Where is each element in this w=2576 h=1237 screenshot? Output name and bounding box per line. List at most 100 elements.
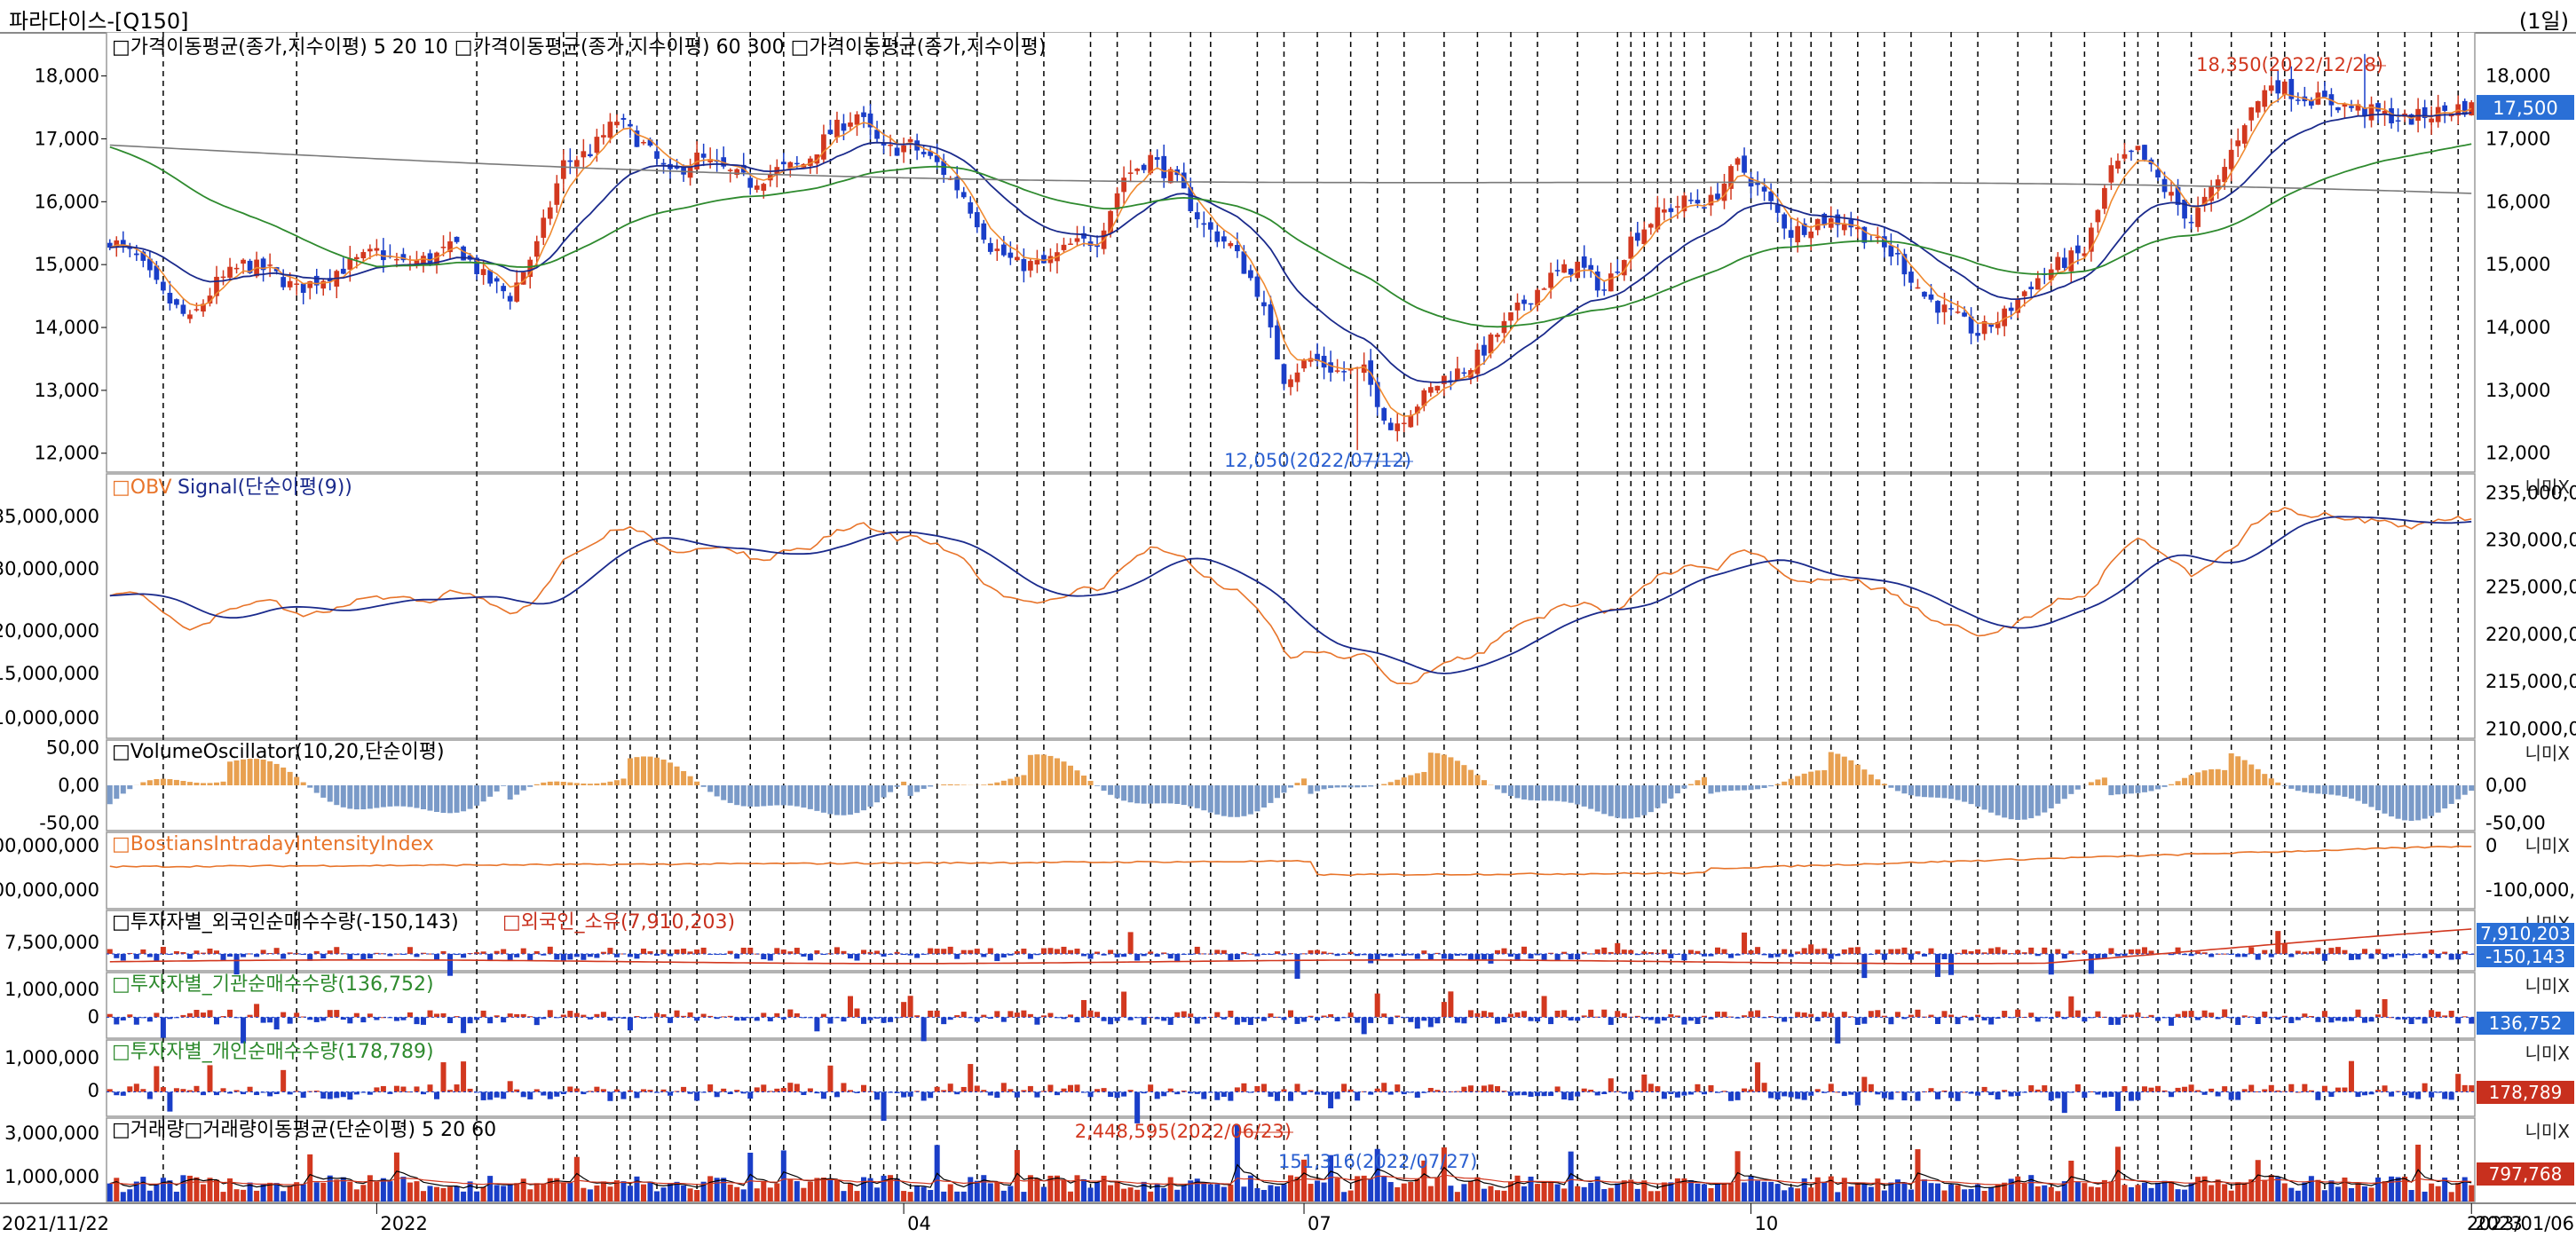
investor-bar [1868,1083,1874,1092]
investor-bar [1441,1002,1447,1018]
investor-bar [954,1091,960,1095]
investor-bar [1414,953,1420,959]
volume-bar [1127,1187,1134,1202]
investor-bar [861,949,867,954]
investor-bar [2148,1087,2154,1092]
investor-bar [414,1017,420,1025]
stock-chart[interactable]: 니미X니미X니미X니미X니미X니미X니미X18,00017,00016,0001… [0,32,2576,1237]
volume-bar [1908,1189,1914,1202]
investor-bar [954,953,960,959]
vo-bar [114,785,120,800]
vo-bar [347,785,353,809]
vo-bar [1000,780,1007,785]
investor-bar [414,1086,420,1092]
investor-bar [1355,1091,1361,1101]
candle-body [247,260,253,273]
investor-bar [1308,949,1314,954]
investor-bar [1514,1091,1521,1096]
candle-body [954,177,960,191]
investor-bar [334,947,340,954]
volume-bar [2101,1179,2107,1202]
investor-bar [814,1017,820,1032]
vo-bar [1634,785,1640,818]
investor-bar [1427,1088,1434,1092]
volume-bar [874,1187,881,1202]
vo-bar [300,782,306,785]
ma300-line [109,144,2472,194]
volume-bar [2061,1181,2067,1202]
investor-bar [1401,1017,1407,1019]
investor-bar [2288,953,2295,957]
investor-bar [627,1017,633,1031]
investor-bar [1121,1091,1127,1097]
volume-bar [2015,1176,2021,1202]
investor-bar [1714,1011,1720,1018]
ma5-line [109,93,2472,417]
investor-bar [2195,1017,2201,1020]
investor-bar [841,950,847,954]
vo-bar [761,785,767,807]
investor-bar [2368,953,2375,959]
investor-bar [233,1090,240,1092]
vo-bar [527,785,533,787]
investor-bar [1568,1017,1574,1021]
candle-body [2061,257,2067,268]
investor-bar [434,1091,440,1099]
vo-bar [847,785,853,815]
volume-bar [2448,1192,2454,1202]
investor-bar [1315,1091,1321,1095]
investor-bar [668,1091,674,1096]
volume-bar [1535,1184,1541,1202]
candle-body [934,155,940,162]
investor-bar [901,1002,907,1018]
vo-bar [1981,785,1987,810]
investor-bar [1274,951,1280,954]
vo-bar [1368,785,1374,787]
candle-body [1768,191,1774,201]
candle-body [1988,323,1994,327]
investor-bar [220,953,226,961]
candle-body [461,246,466,261]
candle-body [841,123,847,131]
candle-body [1148,154,1154,174]
volume-bar [1561,1188,1568,1202]
candle-body [848,122,853,127]
volume-bar [1201,1182,1207,1202]
candle-body [2002,308,2008,327]
volume-bar [794,1181,800,1202]
investor-bar [1034,1091,1040,1098]
volume-bar [541,1184,547,1202]
investor-bar [2348,953,2354,960]
investor-bar [2002,949,2008,954]
vo-bar [1901,785,1908,794]
volume-bar [1728,1183,1734,1202]
vo-bar [1241,785,1247,816]
vo-bar [2422,785,2428,819]
investor-bar [487,1091,494,1100]
investor-bar [2082,1091,2088,1099]
investor-bar [1728,1091,1734,1101]
investor-bar [533,1089,540,1092]
candle-body [588,154,593,157]
candle-body [2335,106,2341,111]
panel-buttons: 니미X [2525,975,2570,997]
investor-bar [474,952,480,954]
vo-bar [1287,785,1294,788]
investor-bar [901,953,907,956]
investor-bar [734,953,740,959]
candle-body [1514,303,1521,311]
vo-bar [2455,785,2461,800]
investor-bar [1114,953,1120,957]
institution-legend: □투자자별_기관순매수수량(136,752) [112,973,434,996]
candle-body [281,277,287,288]
investor-bar [1988,1091,1995,1096]
investor-bar [2455,1017,2461,1024]
volume-bar [774,1183,780,1202]
investor-bar [774,948,780,954]
investor-bar [1414,1017,1420,1029]
volume-bar [241,1189,247,1202]
investor-bar [1782,949,1788,954]
investor-bar [820,953,826,955]
investor-bar [447,1017,454,1023]
vo-bar [807,785,813,809]
